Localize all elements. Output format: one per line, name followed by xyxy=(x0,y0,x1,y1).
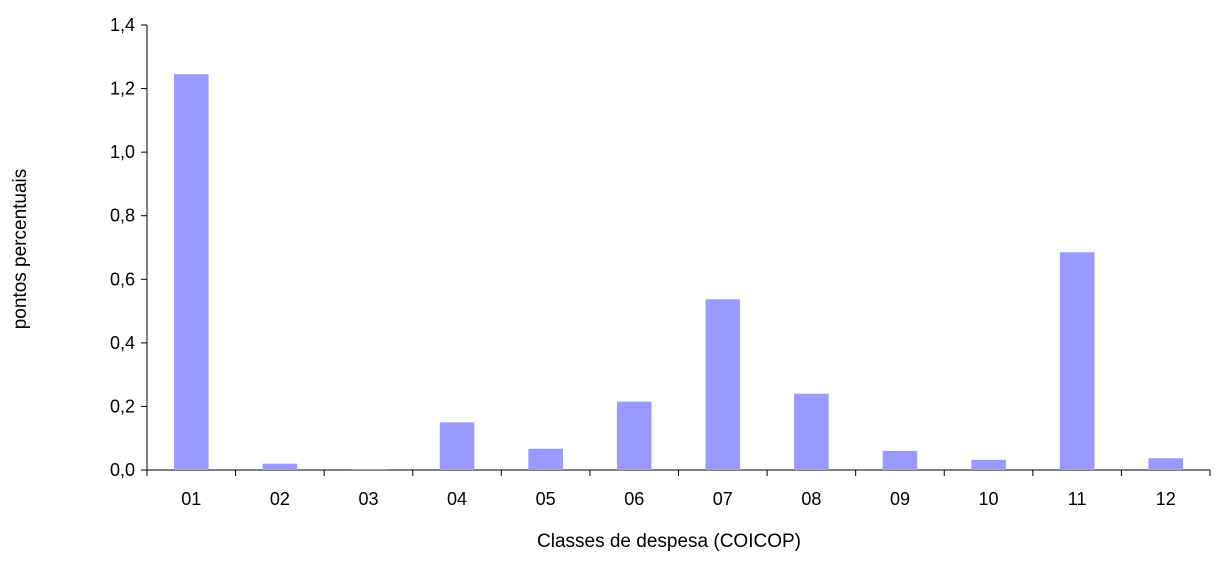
x-tick-label: 10 xyxy=(979,489,999,509)
y-tick-label: 0,2 xyxy=(110,396,135,416)
x-tick-label: 12 xyxy=(1156,489,1176,509)
y-tick-label: 0,6 xyxy=(110,269,135,289)
y-tick-label: 1,4 xyxy=(110,15,135,35)
x-axis-title: Classes de despesa (COICOP) xyxy=(537,531,801,552)
x-tick-label: 01 xyxy=(181,489,201,509)
x-tick-label: 09 xyxy=(890,489,910,509)
bar-05 xyxy=(528,448,563,470)
bar-11 xyxy=(1059,252,1095,470)
bar-04 xyxy=(439,422,475,470)
x-tick-label: 06 xyxy=(624,489,644,509)
bar-06 xyxy=(616,401,652,470)
y-tick-label: 0,4 xyxy=(110,333,135,353)
bar-12 xyxy=(1148,458,1183,470)
bar-07 xyxy=(705,299,741,470)
y-tick-label: 0,0 xyxy=(110,460,135,480)
x-tick-label: 05 xyxy=(536,489,556,509)
bars xyxy=(174,74,1183,471)
y-axis: 0,0 0,2 0,4 0,6 0,8 1,0 1,2 1,4 xyxy=(110,15,148,480)
y-tick-label: 0,8 xyxy=(110,206,135,226)
y-tick-label: 1,2 xyxy=(110,79,135,99)
bar-08 xyxy=(794,393,829,470)
x-tick-label: 08 xyxy=(801,489,821,509)
x-tick-label: 02 xyxy=(270,489,290,509)
bar-09 xyxy=(882,450,918,470)
x-tick-label: 03 xyxy=(358,489,378,509)
x-tick-label: 11 xyxy=(1068,489,1087,509)
x-tick-label: 04 xyxy=(447,489,467,509)
y-tick-label: 1,0 xyxy=(110,142,135,162)
bar-03 xyxy=(351,469,386,470)
x-tick-label: 07 xyxy=(713,489,733,509)
bar-10 xyxy=(971,459,1006,470)
bar-01 xyxy=(174,74,209,471)
x-axis: 01 02 03 04 05 06 07 08 09 10 11 12 xyxy=(146,469,1211,509)
bar-02 xyxy=(262,463,298,470)
y-axis-title: pontos percentuais xyxy=(10,169,31,330)
